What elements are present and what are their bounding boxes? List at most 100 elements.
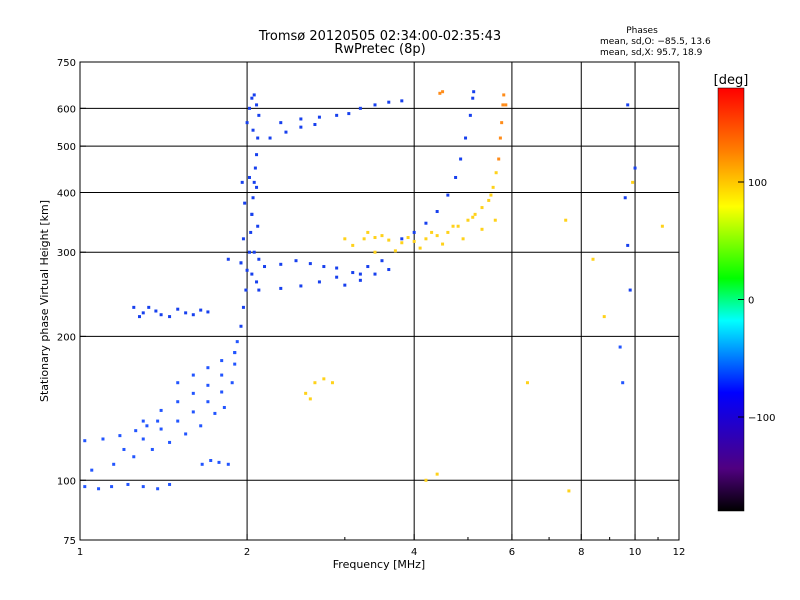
data-point [159,408,163,412]
data-point [206,400,210,404]
data-point [602,315,606,319]
data-point [126,482,130,486]
y-tick-label: 75 [63,536,76,547]
y-tick-label: 200 [57,332,76,343]
data-point [366,230,370,234]
data-point [351,243,355,247]
data-point [435,210,439,214]
data-point [424,221,428,225]
data-point [441,90,445,94]
data-point [491,185,495,189]
data-point [279,262,283,266]
data-point [239,324,243,328]
chart-title: Tromsø 20120505 02:34:00-02:35:43 [258,29,501,44]
data-point [257,288,261,292]
data-point [489,193,493,197]
data-point [501,103,505,107]
data-point [110,485,114,489]
data-point [176,400,180,404]
data-point [159,427,163,431]
x-axis-label: Frequency [MHz] [333,558,425,571]
data-point [468,113,472,117]
data-point [294,259,298,263]
data-point [257,113,261,117]
data-point [253,166,257,170]
y-tick-label: 500 [57,142,76,153]
data-point [244,288,248,292]
data-point [497,157,501,161]
data-point [213,411,217,415]
data-point [330,381,334,385]
data-point [471,96,475,100]
data-point [243,201,247,205]
data-point [343,237,347,241]
data-point [176,307,180,311]
data-point [373,236,377,240]
data-point [493,218,497,222]
data-point [101,437,105,441]
data-point [256,136,260,140]
data-point [322,377,326,381]
data-point [233,362,237,366]
data-point [494,171,498,175]
colorbar-tick-label: −100 [748,413,775,424]
y-tick-label: 300 [57,248,76,259]
data-point [206,383,210,387]
data-points [83,90,664,493]
data-point [471,215,475,219]
data-point [134,429,138,433]
data-point [199,424,203,428]
data-point [122,447,126,451]
data-point [621,381,625,385]
data-point [220,390,224,394]
data-point [564,218,568,222]
data-point [252,250,256,254]
data-point [156,419,160,423]
data-point [626,243,630,247]
data-point [255,153,259,157]
data-point [502,93,506,97]
data-point [199,308,203,312]
data-point [220,359,224,363]
stats-x-mode: mean, sd,X: 95.7, 18.9 [600,48,703,58]
data-point [567,489,571,493]
data-point [230,381,234,385]
data-point [255,185,259,189]
x-tick-label: 2 [244,547,250,558]
data-point [504,103,508,107]
data-point [209,458,213,462]
data-point [279,121,283,125]
data-point [268,136,272,140]
colorbar-tick-label: 100 [748,178,767,189]
data-point [459,157,463,161]
data-point [241,305,245,309]
data-point [380,259,384,263]
data-point [313,123,317,127]
data-point [335,113,339,117]
data-point [191,373,195,377]
data-point [446,230,450,234]
data-point [343,283,347,287]
data-point [473,212,477,216]
data-point [412,230,416,234]
data-point [424,478,428,482]
data-point [284,130,288,134]
data-point [618,345,622,349]
data-point [373,103,377,107]
y-tick-label: 400 [57,188,76,199]
stats-o-mode: mean, sd,O: −85.5, 13.6 [600,37,711,47]
data-point [184,311,188,315]
data-point [424,237,428,241]
data-point [358,272,362,276]
colorbar-label: [deg] [714,73,749,88]
data-point [456,224,460,228]
data-point [435,234,439,238]
data-point [480,227,484,231]
data-point [406,236,410,240]
data-point [313,381,317,385]
data-point [250,96,254,100]
data-point [591,257,595,261]
x-tick-label: 10 [629,547,642,558]
data-point [362,237,366,241]
